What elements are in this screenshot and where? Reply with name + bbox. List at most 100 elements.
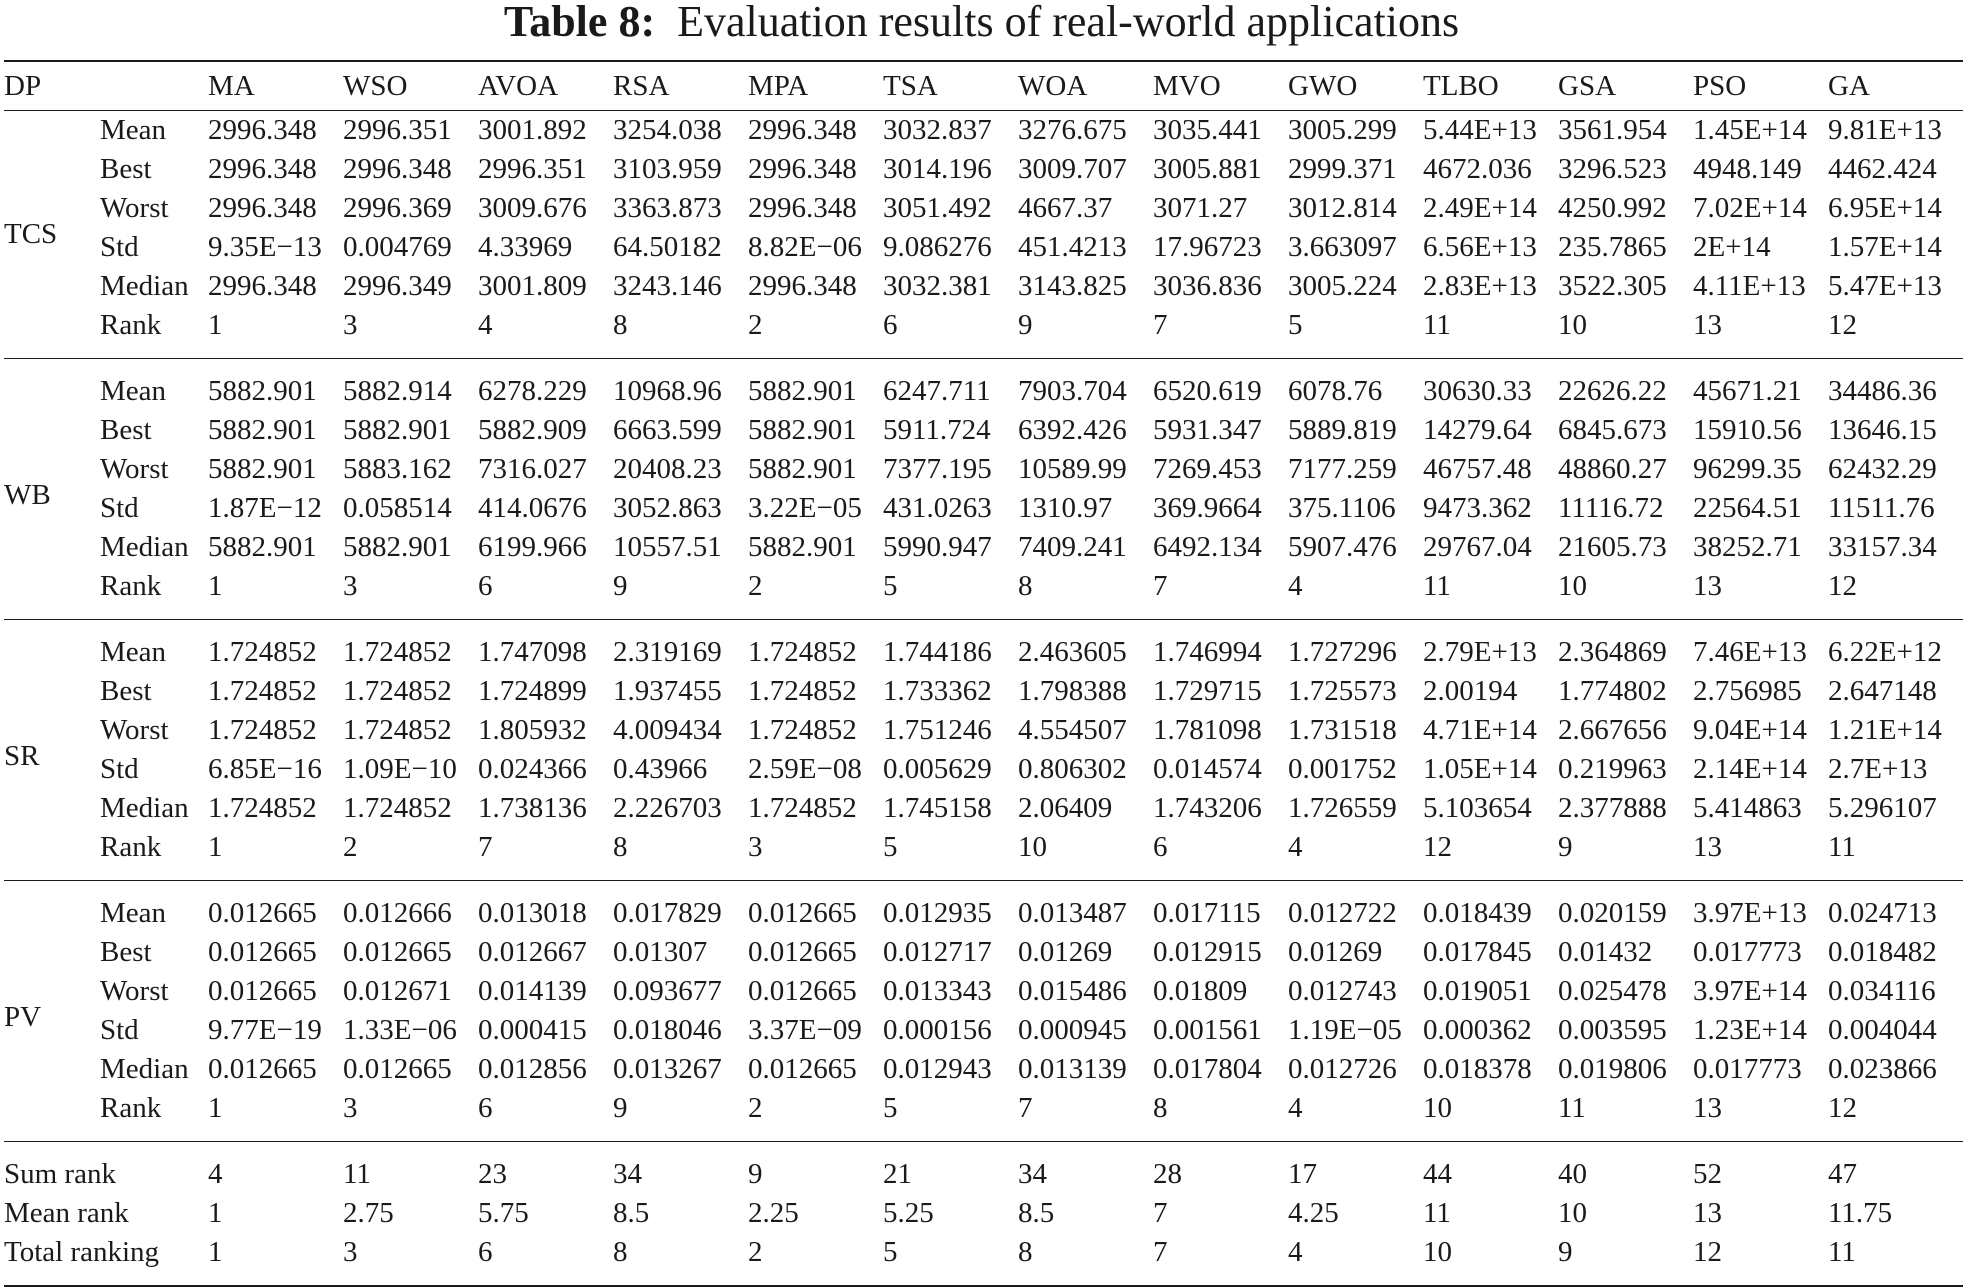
value-cell: 1.724852 — [343, 792, 452, 824]
value-cell: 0.012935 — [883, 880, 1018, 933]
value-cell: 6.22E+12 — [1828, 619, 1963, 672]
value-cell: 22626.22 — [1558, 358, 1693, 411]
value-cell: 2.83E+13 — [1423, 270, 1537, 302]
value-cell: 0.000415 — [478, 1014, 587, 1046]
value-cell: 0.012665 — [208, 1053, 317, 1085]
value-cell: 17.96723 — [1153, 231, 1262, 263]
summary-value: 8 — [613, 1233, 748, 1287]
value-cell: 3561.954 — [1558, 110, 1693, 150]
value-cell: 9 — [1558, 831, 1573, 863]
value-cell: 1.731518 — [1288, 714, 1397, 746]
value-cell: 1.725573 — [1288, 675, 1397, 707]
value-cell: 1.747098 — [478, 619, 613, 672]
value-cell: 7316.027 — [478, 453, 587, 485]
value-cell: 13646.15 — [1828, 414, 1937, 446]
value-cell: 3005.224 — [1288, 270, 1397, 302]
value-cell: 7.02E+14 — [1693, 192, 1807, 224]
summary-value: 3 — [343, 1233, 478, 1287]
metric-label: Median — [100, 1053, 189, 1085]
value-cell: 34486.36 — [1828, 358, 1963, 411]
summary-value: 8 — [1018, 1233, 1153, 1287]
value-cell: 6492.134 — [1153, 531, 1262, 563]
value-cell: 235.7865 — [1558, 231, 1667, 263]
value-cell: 5882.909 — [478, 414, 587, 446]
group-label: SR — [4, 619, 100, 881]
value-cell: 1.733362 — [883, 675, 992, 707]
value-cell: 9.04E+14 — [1693, 714, 1807, 746]
table-row: Rank 1 3 6 9 2 5 7 8 4 10 11 13 12 — [4, 1089, 1963, 1142]
value-cell: 0.017845 — [1423, 936, 1532, 968]
value-cell: 5 — [883, 570, 898, 602]
value-cell: 5.296107 — [1828, 792, 1937, 824]
value-cell: 3005.299 — [1288, 110, 1423, 150]
value-cell: 0.012665 — [748, 975, 857, 1007]
value-cell: 22564.51 — [1693, 492, 1802, 524]
value-cell: 0.01432 — [1558, 936, 1653, 968]
header-algorithm: TSA — [883, 60, 1018, 111]
value-cell: 10557.51 — [613, 531, 722, 563]
value-cell: 0.000945 — [1018, 1014, 1127, 1046]
value-cell: 3143.825 — [1018, 270, 1127, 302]
value-cell: 48860.27 — [1558, 453, 1667, 485]
value-cell: 2996.348 — [748, 153, 857, 185]
value-cell: 0.017115 — [1153, 880, 1288, 933]
value-cell: 4250.992 — [1558, 192, 1667, 224]
value-cell: 62432.29 — [1828, 453, 1937, 485]
value-cell: 3009.707 — [1018, 153, 1127, 185]
value-cell: 0.018046 — [613, 1014, 722, 1046]
value-cell: 4.554507 — [1018, 714, 1127, 746]
value-cell: 11511.76 — [1828, 492, 1935, 524]
value-cell: 7409.241 — [1018, 531, 1127, 563]
value-cell: 5907.476 — [1288, 531, 1397, 563]
table-row: Median 1.724852 1.724852 1.738136 2.226703 1.… — [4, 789, 1963, 828]
value-cell: 2.79E+13 — [1423, 619, 1558, 672]
value-cell: 2996.348 — [208, 153, 317, 185]
value-cell: 0.015486 — [1018, 975, 1127, 1007]
summary-value: 11 — [1423, 1197, 1451, 1229]
metric-label: Best — [100, 936, 152, 968]
summary-value: 13 — [1693, 1197, 1722, 1229]
value-cell: 0.018439 — [1423, 880, 1558, 933]
group-label: TCS — [4, 110, 100, 359]
value-cell: 0.004044 — [1828, 1014, 1937, 1046]
value-cell: 0.013139 — [1018, 1053, 1127, 1085]
value-cell: 5889.819 — [1288, 414, 1397, 446]
value-cell: 1.738136 — [478, 792, 587, 824]
value-cell: 9 — [613, 1092, 628, 1124]
value-cell: 1.19E−05 — [1288, 1014, 1402, 1046]
value-cell: 1.45E+14 — [1693, 110, 1828, 150]
value-cell: 1 — [208, 309, 223, 341]
value-cell: 0.004769 — [343, 231, 452, 263]
value-cell: 2.14E+14 — [1693, 753, 1807, 785]
value-cell: 13 — [1693, 309, 1722, 341]
value-cell: 5.44E+13 — [1423, 110, 1558, 150]
summary-label: Sum rank — [4, 1141, 208, 1194]
summary-value: 2.25 — [748, 1197, 799, 1229]
value-cell: 0.058514 — [343, 492, 452, 524]
summary-value: 44 — [1423, 1141, 1558, 1194]
value-cell: 13 — [1693, 831, 1722, 863]
summary-value: 9 — [1558, 1233, 1693, 1287]
value-cell: 6247.711 — [883, 358, 1018, 411]
value-cell: 451.4213 — [1018, 231, 1127, 263]
value-cell: 2.226703 — [613, 792, 722, 824]
value-cell: 6 — [1153, 831, 1168, 863]
metric-label: Rank — [100, 1092, 162, 1124]
value-cell: 12 — [1828, 1092, 1857, 1124]
value-cell: 5 — [1288, 309, 1303, 341]
value-cell: 0.019051 — [1423, 975, 1532, 1007]
summary-value: 7 — [1153, 1197, 1168, 1229]
value-cell: 0.001561 — [1153, 1014, 1262, 1046]
value-cell: 6199.966 — [478, 531, 587, 563]
summary-value: 40 — [1558, 1141, 1693, 1194]
value-cell: 2 — [343, 831, 358, 863]
value-cell: 7 — [1018, 1092, 1033, 1124]
value-cell: 2996.348 — [748, 270, 857, 302]
value-cell: 5990.947 — [883, 531, 992, 563]
value-cell: 3052.863 — [613, 492, 722, 524]
value-cell: 6.56E+13 — [1423, 231, 1537, 263]
value-cell: 0.000156 — [883, 1014, 992, 1046]
value-cell: 7 — [1153, 309, 1168, 341]
value-cell: 0.024713 — [1828, 880, 1963, 933]
table-row: Median 0.012665 0.012665 0.012856 0.013267 0.… — [4, 1050, 1963, 1089]
